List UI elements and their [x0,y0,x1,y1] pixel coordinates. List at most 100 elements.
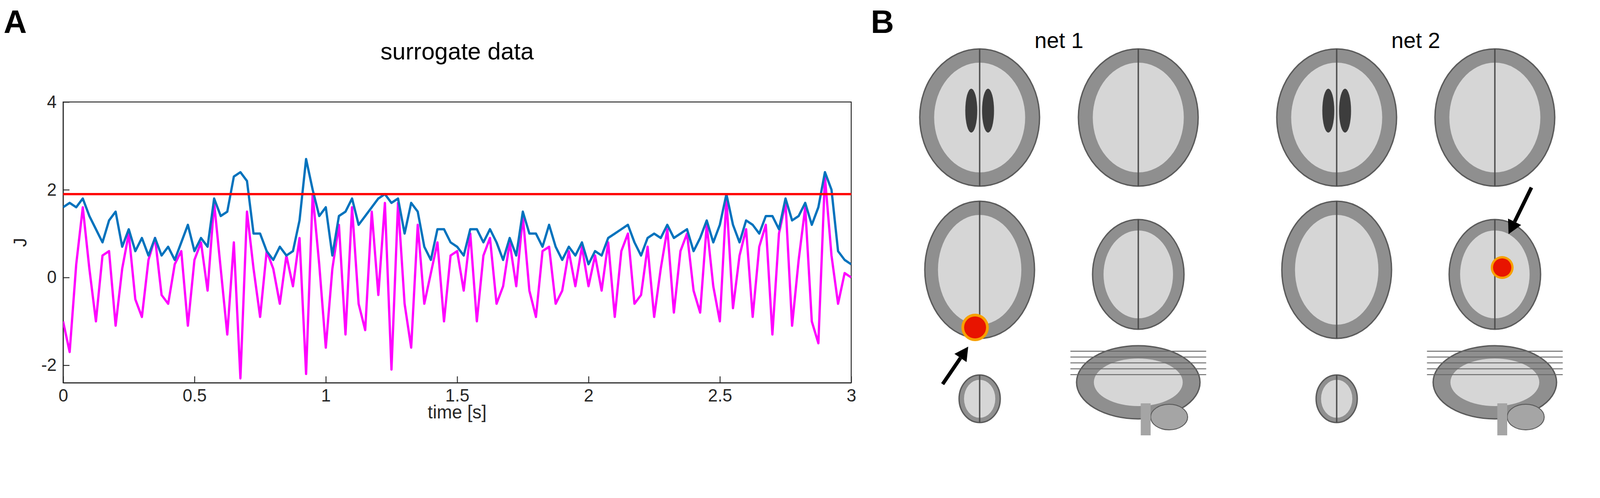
x-tick-mark [325,376,327,383]
brain-slice [1449,219,1541,330]
brain-outline [1316,374,1358,423]
midline [979,48,981,187]
arrow-shaft [942,357,961,384]
x-tick-mark [719,376,721,383]
cerebellum [1150,404,1188,430]
series-line [63,176,852,379]
arrow-shaft [1514,187,1532,222]
midline [1336,374,1338,423]
x-tick: 1.5 [445,376,470,406]
white-matter [1093,358,1183,406]
y-tick: -2 [41,355,70,375]
white-matter [1450,358,1540,406]
x-axis: 0 0.5 1 1.5 2 2.5 3 [58,376,857,406]
midline [1137,48,1140,187]
y-tick-label: 2 [47,180,57,200]
slice-indicator [1070,373,1207,375]
brain-slice [1092,219,1184,330]
midline [979,374,981,423]
chart-title: surrogate data [380,37,534,65]
brain-outline [919,48,1040,187]
brain-outline [1449,219,1541,330]
x-tick-mark [588,376,590,383]
brain-outline [1276,48,1397,187]
brain-slice [919,48,1040,187]
slice-indicator [1427,368,1563,369]
ventricle [965,88,978,133]
x-tick-label: 1 [321,385,331,406]
figure: Asurrogate data00.511.522.53-2024time [s… [0,0,1600,498]
brain-sagittal [1070,345,1207,436]
cerebellum [1507,404,1545,430]
y-tick: 4 [47,92,70,112]
x-tick: 0.5 [182,376,207,406]
slice-indicator [1427,362,1563,364]
slice-indicator [1427,350,1563,352]
brain-slice [1276,48,1397,187]
ventricle [981,88,994,133]
brain-slice [924,201,1035,339]
midline [1336,48,1338,187]
slice-indicator [1427,373,1563,375]
activation [964,316,987,339]
brain-slice [959,374,1001,423]
slice-indicator [1070,356,1207,358]
activation [1493,258,1512,277]
x-tick: 3 [846,376,857,406]
midline [1137,219,1140,330]
brain-slice [1281,201,1392,339]
plot-frame [63,101,852,383]
activation-edge [961,313,989,342]
slice-indicator [1070,368,1207,369]
x-tick-label: 2.5 [708,385,733,406]
threshold-line [63,192,852,196]
y-axis-line [63,102,64,384]
x-tick: 1 [321,376,331,406]
brain-outline [1434,48,1555,187]
brain-slice [1078,48,1199,187]
brain-outline [1092,219,1184,330]
brain-outline [924,201,1035,339]
x-tick-label: 0.5 [182,385,207,406]
x-tick: 2.5 [708,376,733,406]
midline [1494,48,1496,187]
panel-label: B [870,4,895,40]
slice-indicator [1070,350,1207,352]
x-tick-mark [851,376,853,383]
network-label: net 2 [1391,28,1441,53]
series-line [63,159,852,265]
x-tick-mark [457,376,459,383]
y-tick-label: -2 [41,355,57,375]
x-tick-label: 2 [583,385,594,406]
x-tick-mark [194,376,196,383]
brain-slice [1434,48,1555,187]
brainstem [1497,403,1508,436]
y-axis-title: J [10,237,31,247]
y-tick-mark [63,364,70,366]
brain-slice [1316,374,1358,423]
x-tick: 2 [583,376,594,406]
plot-area [63,159,852,379]
slice-indicator [1070,362,1207,364]
brainstem [1140,403,1151,436]
panel-label: A [3,4,27,40]
y-axis: -2 0 2 4 [41,92,70,384]
x-axis-title: time [s] [427,401,487,422]
brain-sagittal [1427,345,1563,436]
arrow-head [1508,218,1522,235]
ventricle [1338,88,1351,133]
brain-outline [1078,48,1199,187]
x-tick-label: 0 [58,385,69,406]
x-tick-label: 3 [846,385,857,406]
y-tick: 0 [47,267,70,287]
y-tick-label: 0 [47,267,57,287]
ventricle [1322,88,1335,133]
slice-indicator [1427,356,1563,358]
y-tick: 2 [47,180,70,200]
activation-edge [1490,256,1514,279]
brain-outline [959,374,1001,423]
y-tick-label: 4 [47,92,57,112]
y-tick-mark [63,189,70,191]
y-tick-mark [63,277,70,278]
network-label: net 1 [1034,28,1084,53]
